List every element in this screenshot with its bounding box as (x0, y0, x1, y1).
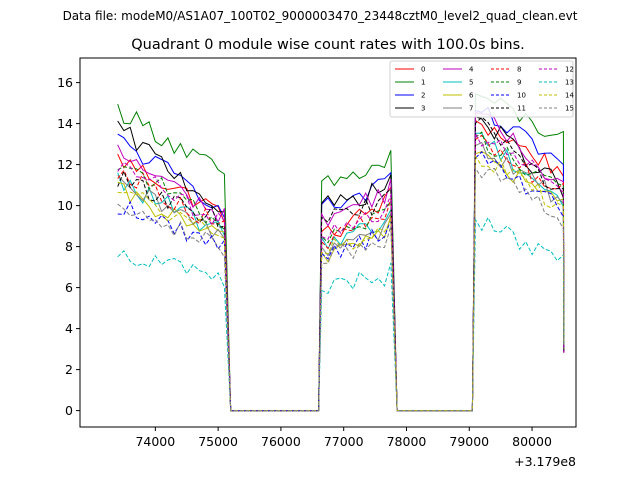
series-line-13 (117, 216, 565, 412)
series-line-10 (117, 150, 565, 412)
plot-lines (117, 93, 565, 412)
x-offset-label: +3.179e8 (514, 454, 576, 469)
x-tick-label: 74000 (135, 434, 175, 449)
legend-label-0: 0 (421, 66, 425, 74)
legend-label-6: 6 (469, 92, 474, 100)
legend-label-9: 9 (517, 79, 521, 87)
legend-label-7: 7 (469, 105, 473, 113)
legend-label-2: 2 (421, 92, 425, 100)
chart-suptitle: Data file: modeM0/AS1A07_100T02_90000034… (63, 9, 578, 23)
series-line-4 (117, 111, 565, 412)
series-line-12 (117, 133, 565, 412)
legend-label-5: 5 (469, 79, 473, 87)
x-tick-label: 75000 (198, 434, 238, 449)
x-axis: 74000 75000 76000 77000 78000 79000 80000 (135, 427, 552, 449)
y-tick-label: 10 (57, 198, 73, 213)
y-tick-label: 14 (57, 116, 73, 131)
series-line-0 (117, 119, 565, 412)
y-tick-label: 4 (65, 321, 73, 336)
legend-label-1: 1 (421, 79, 425, 87)
y-tick-label: 16 (57, 75, 73, 90)
legend-label-11: 11 (517, 105, 526, 113)
legend-label-8: 8 (517, 66, 521, 74)
series-line-11 (117, 116, 565, 412)
legend-label-12: 12 (565, 66, 574, 74)
series-line-9 (117, 131, 565, 412)
x-tick-label: 76000 (261, 434, 301, 449)
chart-title: Quadrant 0 module wise count rates with … (131, 37, 525, 53)
legend-box (389, 60, 574, 118)
series-line-14 (117, 154, 565, 412)
y-tick-label: 8 (65, 239, 73, 254)
legend-label-15: 15 (565, 105, 574, 113)
y-tick-label: 0 (65, 403, 73, 418)
x-tick-label: 78000 (387, 434, 427, 449)
series-line-15 (117, 166, 565, 412)
y-tick-label: 6 (65, 280, 73, 295)
plot-area-frame (79, 57, 577, 428)
series-line-1 (117, 93, 565, 412)
y-tick-label: 2 (65, 362, 73, 377)
legend-label-10: 10 (517, 92, 526, 100)
y-tick-label: 12 (57, 157, 73, 172)
y-axis: 0 2 4 6 8 10 12 14 16 (57, 75, 80, 418)
series-line-5 (117, 132, 565, 412)
x-tick-label: 80000 (512, 434, 552, 449)
legend-label-3: 3 (421, 105, 425, 113)
legend-label-4: 4 (469, 66, 474, 74)
x-tick-label: 79000 (449, 434, 489, 449)
x-tick-label: 77000 (324, 434, 364, 449)
series-line-6 (117, 150, 565, 412)
series-line-3 (117, 115, 565, 412)
series-line-7 (117, 141, 565, 412)
legend-label-14: 14 (565, 92, 574, 100)
legend-label-13: 13 (565, 79, 574, 87)
